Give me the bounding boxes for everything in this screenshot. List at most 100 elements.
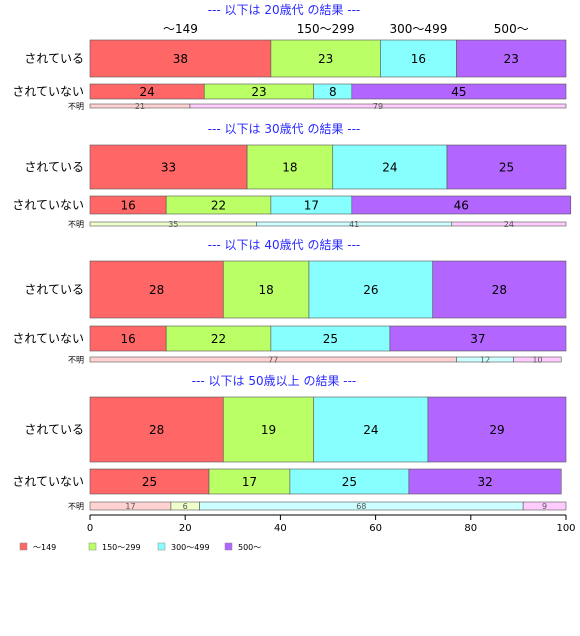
data-label-2-3-4: 24 (504, 220, 514, 229)
bar-segment-2-1-1 (89, 144, 248, 190)
data-label-1-2-1: 24 (139, 85, 154, 99)
group-title-4: --- 以下は 50歳以上 の結果 --- (192, 374, 357, 388)
data-label-4-3-4: 9 (542, 502, 547, 511)
bar-segment-1-1-3 (380, 39, 457, 78)
data-label-4-2-4: 32 (477, 475, 492, 489)
bar-segment-1-1-4 (456, 39, 567, 78)
bar-segment-1-1-2 (270, 39, 381, 78)
bar-segment-3-1-3 (308, 260, 434, 319)
column-header-2: 150〜299 (297, 22, 355, 36)
bar-segment-2-3-4 (451, 221, 567, 227)
data-label-1-2-3: 8 (329, 85, 337, 99)
bar-segment-4-1-4 (427, 396, 567, 463)
data-label-2-2-2: 22 (211, 199, 226, 213)
bar-segment-3-2-4 (389, 325, 567, 352)
row-label-1-2: されていない (12, 85, 84, 99)
row-label-4-1: されている (24, 423, 84, 437)
data-label-2-2-1: 16 (120, 199, 135, 213)
bar-segment-3-1-4 (432, 260, 567, 319)
data-label-1-3-4: 79 (373, 102, 383, 111)
bar-segment-3-2-2 (165, 325, 272, 352)
bar-segment-1-2-4 (351, 83, 567, 100)
x-tick-label-4: 60 (369, 523, 382, 534)
row-label-4-2: されていない (12, 475, 84, 489)
column-header-4: 500〜 (494, 22, 529, 36)
data-label-4-1-4: 29 (489, 423, 504, 437)
column-header-1: 〜149 (163, 22, 198, 36)
row-label-4-3: 不明 (68, 502, 84, 511)
row-label-3-1: されている (24, 283, 84, 297)
x-tick-label-1: 0 (87, 523, 93, 534)
bar-segment-4-2-4 (408, 468, 562, 495)
data-label-4-3-3: 68 (356, 502, 366, 511)
data-label-4-3-2: 6 (183, 502, 188, 511)
bar-segment-3-1-1 (89, 260, 224, 319)
row-label-2-2: されていない (12, 198, 84, 212)
bar-segment-2-2-4 (351, 195, 572, 215)
bar-segment-4-2-3 (289, 468, 410, 495)
row-label-2-3: 不明 (68, 220, 84, 229)
legend-label-4: 500〜 (238, 543, 261, 552)
data-label-3-3-1: 77 (268, 356, 278, 365)
data-label-1-1-4: 23 (504, 52, 519, 66)
data-label-2-2-3: 17 (304, 199, 319, 213)
bar-segment-4-2-2 (208, 468, 291, 495)
data-label-3-3-4: 10 (532, 356, 542, 365)
bar-segment-3-1-2 (222, 260, 310, 319)
data-label-2-2-4: 46 (454, 199, 469, 213)
row-label-1-1: されている (24, 52, 84, 66)
legend-label-1: 〜149 (33, 543, 56, 552)
data-label-2-1-3: 24 (382, 161, 397, 175)
row-label-3-2: されていない (12, 332, 84, 346)
bar-segment-4-3-4 (522, 501, 567, 511)
row-label-1-3: 不明 (68, 102, 84, 111)
data-label-4-1-1: 28 (149, 423, 164, 437)
data-label-4-2-1: 25 (142, 475, 157, 489)
data-label-3-1-4: 28 (492, 283, 507, 297)
data-label-3-2-4: 37 (470, 332, 485, 346)
x-tick-label-2: 20 (179, 523, 192, 534)
data-label-2-3-3: 41 (349, 220, 359, 229)
data-label-3-1-2: 18 (258, 283, 273, 297)
column-header-3: 300〜499 (390, 22, 448, 36)
row-label-2-1: されている (24, 160, 84, 174)
legend-label-3: 300〜499 (171, 543, 210, 552)
data-label-1-1-2: 23 (318, 52, 333, 66)
data-label-4-2-3: 25 (342, 475, 357, 489)
data-label-3-2-2: 22 (211, 332, 226, 346)
bar-segment-1-3-4 (189, 103, 567, 109)
data-label-3-2-1: 16 (120, 332, 135, 346)
data-label-1-3-1: 21 (135, 102, 145, 111)
group-title-1: --- 以下は 20歳代 の結果 --- (208, 3, 361, 17)
bar-segment-2-1-4 (446, 144, 567, 190)
data-label-2-1-4: 25 (499, 161, 514, 175)
data-label-2-1-1: 33 (161, 161, 176, 175)
data-label-4-1-2: 19 (261, 423, 276, 437)
data-label-1-2-4: 45 (451, 85, 466, 99)
data-label-1-1-3: 16 (411, 52, 426, 66)
group-title-2: --- 以下は 30歳代 の結果 --- (208, 122, 361, 136)
bar-segment-2-1-2 (246, 144, 334, 190)
x-tick-label-6: 100 (556, 523, 575, 534)
data-label-3-1-1: 28 (149, 283, 164, 297)
row-label-3-3: 不明 (68, 356, 84, 365)
bar-segment-4-2-1 (89, 468, 210, 495)
data-label-3-1-3: 26 (363, 283, 378, 297)
data-label-4-3-1: 17 (125, 502, 135, 511)
data-label-3-2-3: 25 (323, 332, 338, 346)
bar-segment-3-2-1 (89, 325, 167, 352)
legend-swatch-1 (19, 542, 28, 551)
bar-segment-3-2-3 (270, 325, 391, 352)
legend-swatch-2 (88, 542, 97, 551)
legend-swatch-4 (224, 542, 233, 551)
legend-label-2: 150〜299 (102, 543, 141, 552)
data-label-2-3-2: 35 (168, 220, 178, 229)
bar-segment-4-1-2 (222, 396, 315, 463)
legend-swatch-3 (157, 542, 166, 551)
group-title-3: --- 以下は 40歳代 の結果 --- (208, 238, 361, 252)
data-label-2-1-2: 18 (282, 161, 297, 175)
bar-segment-1-1-1 (89, 39, 272, 78)
x-tick-label-3: 40 (274, 523, 287, 534)
data-label-1-2-2: 23 (251, 85, 266, 99)
